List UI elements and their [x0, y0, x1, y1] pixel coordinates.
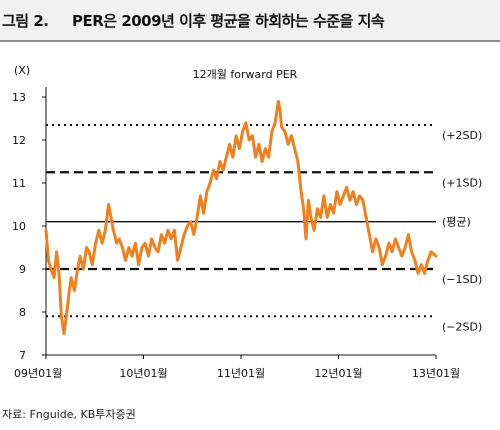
x-tick-label: 11년01월 — [217, 367, 265, 380]
series-layer — [44, 99, 438, 335]
reference-line-label: (+1SD) — [442, 176, 482, 189]
per-series-line — [44, 99, 438, 335]
reference-line-label: (−1SD) — [442, 273, 482, 286]
x-tick-label: 13년01월 — [412, 367, 460, 380]
x-tick-label: 09년01월 — [14, 367, 62, 380]
reference-line-label: (−2SD) — [442, 320, 482, 333]
figure-header: 그림 2. PER은 2009년 이후 평균을 하회하는 수준을 지속 — [0, 0, 500, 42]
per-line-chart: (X) 12개월 forward PER 7 8 9 10 11 12 13 09년01월 10… — [12, 64, 482, 380]
y-tick-label: 13 — [12, 91, 26, 104]
y-tick-label: 12 — [12, 134, 26, 147]
x-tick-label: 12년01월 — [314, 367, 362, 380]
reference-labels: (+2SD) (+1SD) (평균) (−1SD) (−2SD) — [442, 129, 482, 333]
chart-title: 12개월 forward PER — [193, 68, 298, 81]
axes: 7 8 9 10 11 12 13 09년01월 10년01월 11년01월 12년01월 13년01… — [12, 87, 460, 380]
reference-lines — [46, 123, 436, 318]
y-tick-label: 7 — [19, 349, 26, 362]
figure-label: 그림 2. — [2, 12, 49, 30]
y-axis-unit: (X) — [14, 64, 30, 77]
source-note: 자료: Fnguide, KB투자증권 — [2, 408, 136, 421]
y-tick-label: 10 — [12, 220, 26, 233]
reference-line-label: (+2SD) — [442, 129, 482, 142]
y-tick-label: 8 — [19, 306, 26, 319]
figure-title: PER은 2009년 이후 평균을 하회하는 수준을 지속 — [72, 12, 385, 30]
y-tick-label: 9 — [19, 263, 26, 276]
x-tick-label: 10년01월 — [119, 367, 167, 380]
y-tick-label: 11 — [12, 177, 26, 190]
reference-line-label: (평균) — [442, 216, 471, 229]
